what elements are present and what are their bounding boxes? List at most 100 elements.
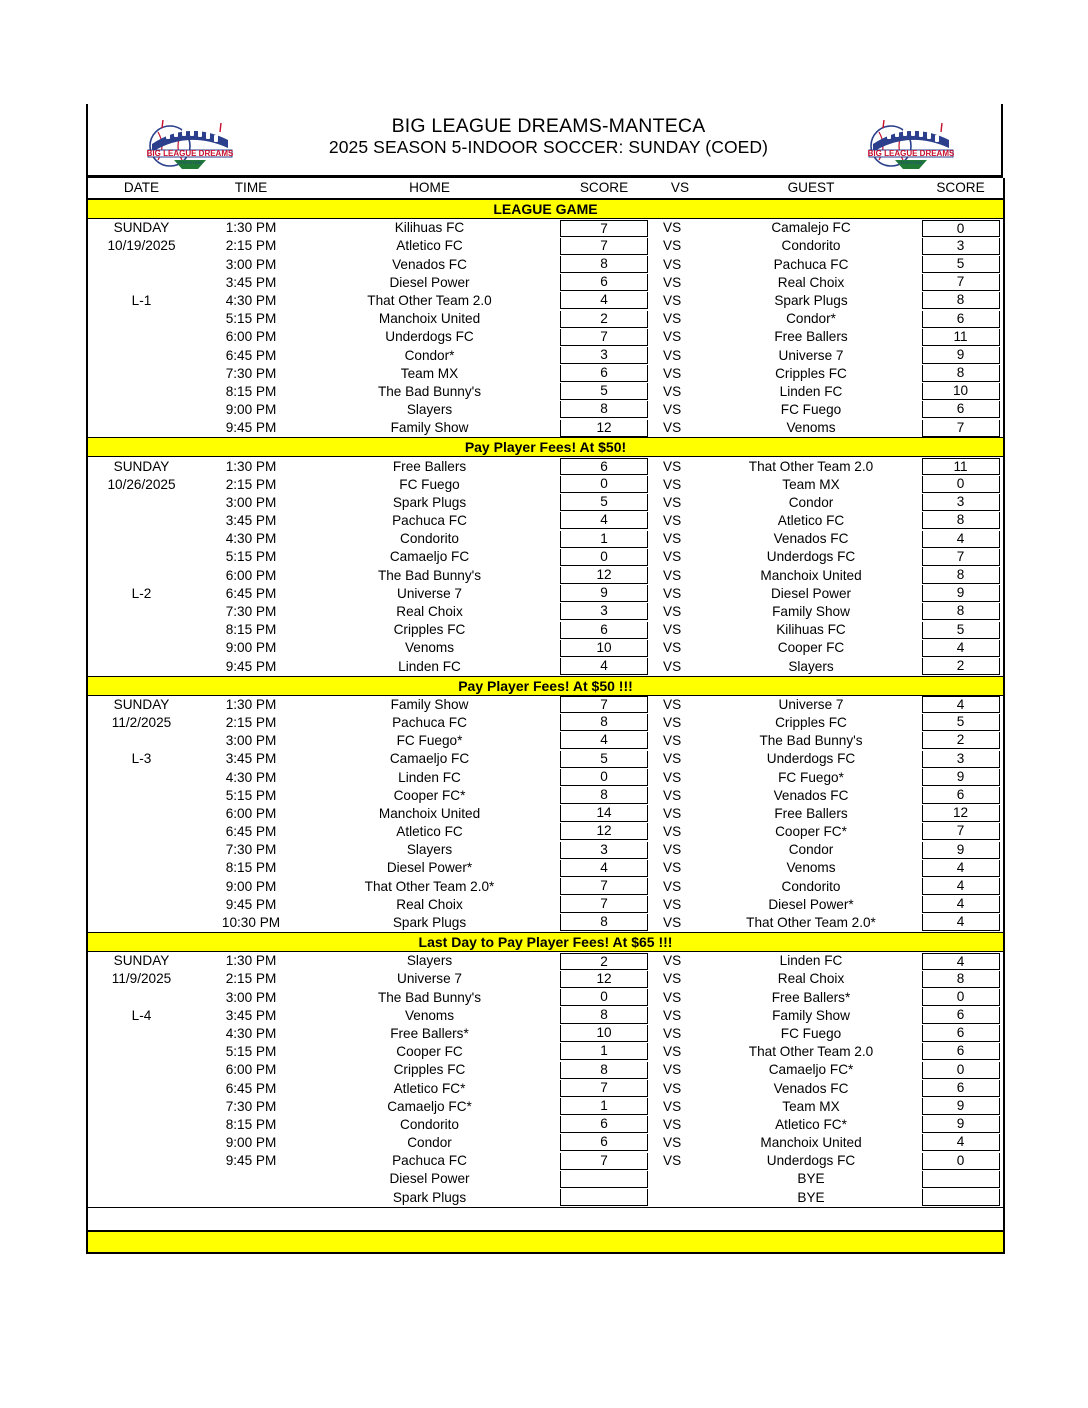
home-score-box[interactable]: 6 — [560, 457, 648, 475]
guest-score-box[interactable]: 6 — [921, 401, 1000, 419]
home-score-box[interactable]: 1 — [560, 1043, 648, 1061]
home-score-box[interactable]: 2 — [560, 952, 648, 970]
home-score-box[interactable]: 7 — [560, 696, 648, 714]
home-score-box[interactable]: 0 — [560, 476, 648, 494]
home-score-box[interactable]: 3 — [560, 841, 648, 859]
home-score-box[interactable]: 14 — [560, 805, 648, 823]
home-score-box[interactable]: 6 — [560, 621, 648, 639]
guest-score-box[interactable]: 4 — [921, 859, 1000, 877]
home-score-box[interactable]: 9 — [560, 585, 648, 603]
guest-score-box[interactable]: 9 — [921, 768, 1000, 786]
home-score-box[interactable]: 10 — [560, 1025, 648, 1043]
home-score-box[interactable]: 7 — [560, 219, 648, 237]
home-score-box[interactable]: 6 — [560, 274, 648, 292]
home-score-box[interactable]: 5 — [560, 494, 648, 512]
guest-score-box[interactable]: 8 — [921, 365, 1000, 383]
guest-score-box[interactable]: 11 — [921, 457, 1000, 475]
guest-score-box[interactable]: 7 — [921, 419, 1000, 437]
guest-score-box[interactable]: 9 — [921, 1098, 1000, 1116]
guest-score-box[interactable]: 5 — [921, 621, 1000, 639]
guest-score-box[interactable] — [921, 1188, 1000, 1206]
guest-score-box[interactable]: 6 — [921, 1043, 1000, 1061]
home-score-box[interactable]: 5 — [560, 750, 648, 768]
guest-score-box[interactable]: 4 — [921, 896, 1000, 914]
guest-score-box[interactable]: 8 — [921, 566, 1000, 584]
guest-score-box[interactable]: 7 — [921, 823, 1000, 841]
guest-score-box[interactable]: 7 — [921, 548, 1000, 566]
home-score-box[interactable]: 8 — [560, 401, 648, 419]
guest-score-box[interactable]: 12 — [921, 805, 1000, 823]
home-score-box[interactable]: 3 — [560, 603, 648, 621]
guest-score-box[interactable]: 0 — [921, 988, 1000, 1006]
home-score-box[interactable]: 7 — [560, 1079, 648, 1097]
home-score-box[interactable]: 1 — [560, 1098, 648, 1116]
guest-score-box[interactable]: 9 — [921, 1116, 1000, 1134]
home-score-box[interactable]: 6 — [560, 1134, 648, 1152]
home-score-box[interactable]: 8 — [560, 1061, 648, 1079]
guest-score-box[interactable]: 6 — [921, 310, 1000, 328]
guest-score-box[interactable]: 4 — [921, 530, 1000, 548]
home-score-box[interactable]: 8 — [560, 1007, 648, 1025]
guest-score-box[interactable]: 9 — [921, 346, 1000, 364]
guest-score-box[interactable]: 8 — [921, 292, 1000, 310]
home-score-box[interactable]: 12 — [560, 419, 648, 437]
home-score-box[interactable]: 4 — [560, 292, 648, 310]
guest-score-box[interactable]: 3 — [921, 494, 1000, 512]
guest-score-box[interactable]: 0 — [921, 476, 1000, 494]
guest-score-box[interactable]: 2 — [921, 732, 1000, 750]
home-score-box[interactable] — [560, 1188, 648, 1206]
home-score-box[interactable]: 3 — [560, 346, 648, 364]
guest-score-box[interactable]: 0 — [921, 1152, 1000, 1170]
guest-score-box[interactable]: 4 — [921, 914, 1000, 932]
home-score-box[interactable]: 12 — [560, 566, 648, 584]
home-score-box[interactable]: 8 — [560, 787, 648, 805]
home-score-box[interactable] — [560, 1170, 648, 1188]
guest-score-box[interactable]: 8 — [921, 970, 1000, 988]
guest-score-box[interactable]: 9 — [921, 841, 1000, 859]
guest-score-box[interactable]: 5 — [921, 255, 1000, 273]
home-score-box[interactable]: 7 — [560, 877, 648, 895]
guest-score-box[interactable]: 11 — [921, 328, 1000, 346]
home-score-box[interactable]: 6 — [560, 1116, 648, 1134]
home-score-box[interactable]: 5 — [560, 383, 648, 401]
home-score-box[interactable]: 8 — [560, 255, 648, 273]
guest-score-box[interactable]: 9 — [921, 585, 1000, 603]
guest-score-box[interactable]: 4 — [921, 1134, 1000, 1152]
home-score-box[interactable]: 0 — [560, 768, 648, 786]
home-score-box[interactable]: 2 — [560, 310, 648, 328]
guest-score-box[interactable]: 7 — [921, 274, 1000, 292]
guest-score-box[interactable]: 6 — [921, 787, 1000, 805]
guest-score-box[interactable]: 4 — [921, 696, 1000, 714]
home-score-box[interactable]: 7 — [560, 1152, 648, 1170]
guest-score-box[interactable]: 8 — [921, 512, 1000, 530]
guest-score-box[interactable]: 0 — [921, 219, 1000, 237]
guest-score-box[interactable]: 0 — [921, 1061, 1000, 1079]
guest-score-box[interactable]: 6 — [921, 1025, 1000, 1043]
guest-score-box[interactable]: 2 — [921, 657, 1000, 675]
guest-score-box[interactable]: 6 — [921, 1079, 1000, 1097]
guest-score-box[interactable]: 6 — [921, 1007, 1000, 1025]
home-score-box[interactable]: 4 — [560, 657, 648, 675]
home-score-box[interactable]: 4 — [560, 859, 648, 877]
guest-score-box[interactable]: 5 — [921, 714, 1000, 732]
guest-score-box[interactable] — [921, 1170, 1000, 1188]
guest-score-box[interactable]: 8 — [921, 603, 1000, 621]
home-score-box[interactable]: 7 — [560, 237, 648, 255]
home-score-box[interactable]: 6 — [560, 365, 648, 383]
home-score-box[interactable]: 4 — [560, 512, 648, 530]
guest-score-box[interactable]: 4 — [921, 952, 1000, 970]
home-score-box[interactable]: 4 — [560, 732, 648, 750]
home-score-box[interactable]: 7 — [560, 328, 648, 346]
guest-score-box[interactable]: 3 — [921, 750, 1000, 768]
guest-score-box[interactable]: 10 — [921, 383, 1000, 401]
guest-score-box[interactable]: 4 — [921, 877, 1000, 895]
guest-score-box[interactable]: 3 — [921, 237, 1000, 255]
home-score-box[interactable]: 0 — [560, 988, 648, 1006]
home-score-box[interactable]: 0 — [560, 548, 648, 566]
guest-score-box[interactable]: 4 — [921, 639, 1000, 657]
home-score-box[interactable]: 8 — [560, 914, 648, 932]
home-score-box[interactable]: 10 — [560, 639, 648, 657]
home-score-box[interactable]: 12 — [560, 823, 648, 841]
home-score-box[interactable]: 12 — [560, 970, 648, 988]
home-score-box[interactable]: 7 — [560, 896, 648, 914]
